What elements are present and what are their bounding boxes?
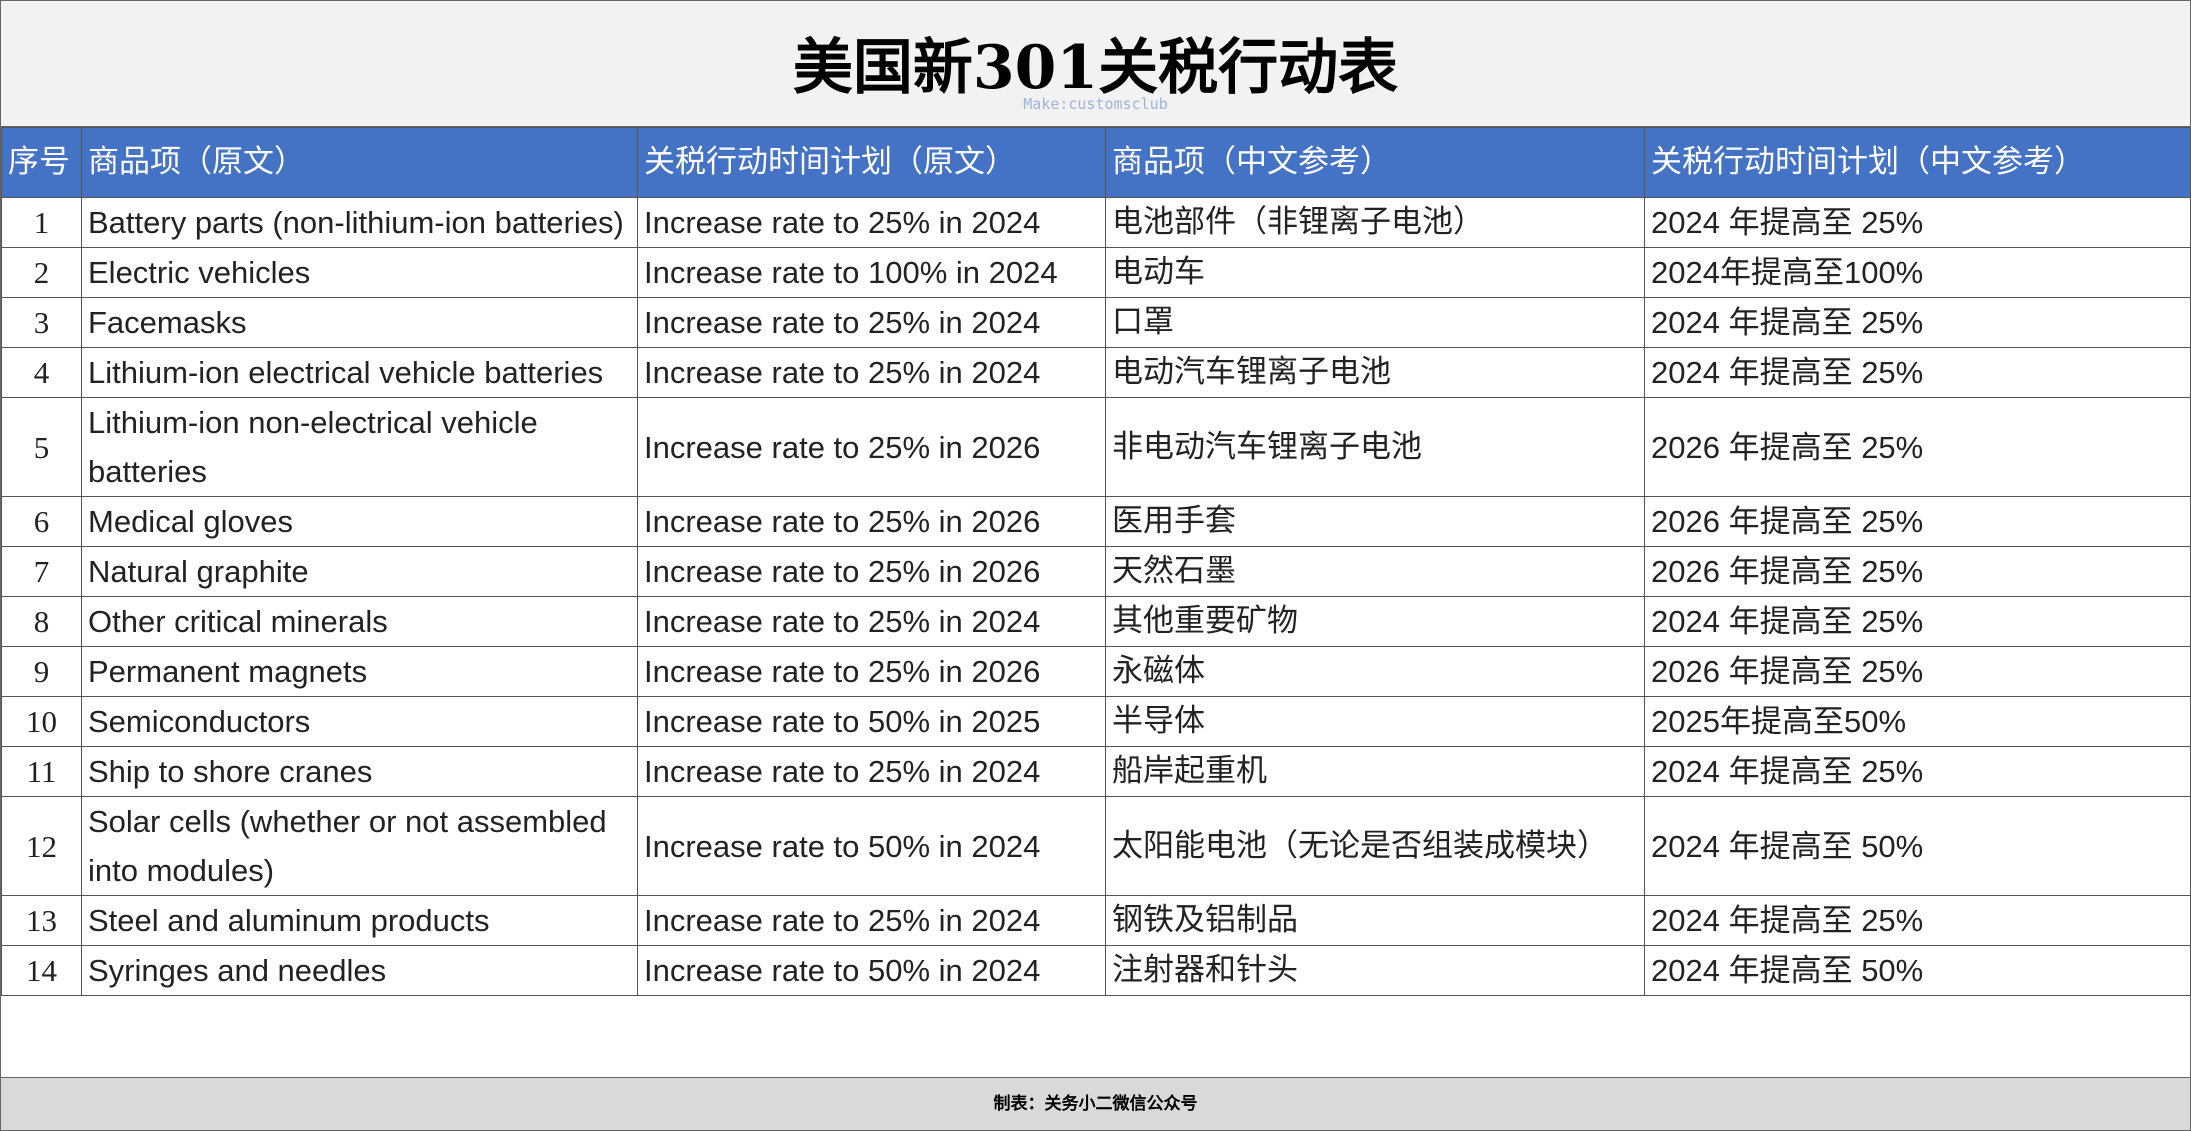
tariff-table: 序号 商品项（原文） 关税行动时间计划（原文） 商品项（中文参考） 关税行动时间计划（中… bbox=[1, 127, 2191, 996]
table-cell: 11 bbox=[1, 746, 82, 797]
table-cell: Natural graphite bbox=[81, 546, 638, 597]
table-cell: 口罩 bbox=[1105, 297, 1645, 348]
table-cell: 医用手套 bbox=[1105, 496, 1645, 547]
table-row: 5 Lithium-ion non-electrical vehicle batt… bbox=[1, 397, 2191, 497]
table-body: 1 Battery parts (non-lithium-ion batterie… bbox=[1, 197, 2191, 996]
table-cell: 电池部件（非锂离子电池） bbox=[1105, 197, 1645, 248]
table-row: 8 Other critical minerals Increase rate to… bbox=[1, 596, 2191, 647]
table-cell: Increase rate to 25% in 2024 bbox=[637, 895, 1106, 946]
table-cell: 2024 年提高至 25% bbox=[1644, 197, 2191, 248]
table-cell: Semiconductors bbox=[81, 696, 638, 747]
table-cell: Medical gloves bbox=[81, 496, 638, 547]
table-row: 1 Battery parts (non-lithium-ion batterie… bbox=[1, 197, 2191, 248]
table-cell: Increase rate to 25% in 2024 bbox=[637, 197, 1106, 248]
table-cell: Facemasks bbox=[81, 297, 638, 348]
table-cell: Increase rate to 50% in 2024 bbox=[637, 796, 1106, 896]
column-header: 商品项（原文） bbox=[81, 127, 638, 198]
table-cell: 12 bbox=[1, 796, 82, 896]
table-row: 12 Solar cells (whether or not assembled … bbox=[1, 796, 2191, 896]
table-row: 2 Electric vehicles Increase rate to 100% … bbox=[1, 247, 2191, 298]
table-row: 11 Ship to shore cranes Increase rate to 2… bbox=[1, 746, 2191, 797]
table-cell: Increase rate to 25% in 2024 bbox=[637, 347, 1106, 398]
column-header: 序号 bbox=[1, 127, 82, 198]
table-cell: Syringes and needles bbox=[81, 945, 638, 996]
table-cell: 8 bbox=[1, 596, 82, 647]
table-cell: 2026 年提高至 25% bbox=[1644, 397, 2191, 497]
table-cell: Electric vehicles bbox=[81, 247, 638, 298]
table-cell: 太阳能电池（无论是否组装成模块） bbox=[1105, 796, 1645, 896]
subtitle: Make:customsclub bbox=[1023, 95, 1168, 113]
table-cell: 2026 年提高至 25% bbox=[1644, 646, 2191, 697]
table-cell: 2025年提高至50% bbox=[1644, 696, 2191, 747]
table-cell: 非电动汽车锂离子电池 bbox=[1105, 397, 1645, 497]
table-cell: 10 bbox=[1, 696, 82, 747]
table-cell: Increase rate to 25% in 2026 bbox=[637, 546, 1106, 597]
table-cell: 其他重要矿物 bbox=[1105, 596, 1645, 647]
table-row: 10 Semiconductors Increase rate to 50% in … bbox=[1, 696, 2191, 747]
table-cell: 钢铁及铝制品 bbox=[1105, 895, 1645, 946]
column-header: 关税行动时间计划（原文） bbox=[637, 127, 1106, 198]
table-cell: 2024 年提高至 50% bbox=[1644, 945, 2191, 996]
title-area: 美国新301关税行动表 Make:customsclub bbox=[1, 1, 2190, 127]
table-cell: 永磁体 bbox=[1105, 646, 1645, 697]
table-cell: 半导体 bbox=[1105, 696, 1645, 747]
table-cell: 1 bbox=[1, 197, 82, 248]
table-row: 6 Medical gloves Increase rate to 25% in 2… bbox=[1, 496, 2191, 547]
table-cell: 电动汽车锂离子电池 bbox=[1105, 347, 1645, 398]
table-cell: 3 bbox=[1, 297, 82, 348]
table-cell: 2024 年提高至 25% bbox=[1644, 746, 2191, 797]
table-cell: Increase rate to 25% in 2024 bbox=[637, 297, 1106, 348]
header-row: 序号 商品项（原文） 关税行动时间计划（原文） 商品项（中文参考） 关税行动时间计划（中… bbox=[1, 127, 2191, 198]
table-row: 3 Facemasks Increase rate to 25% in 2024 口罩… bbox=[1, 297, 2191, 348]
title: 美国新301关税行动表 bbox=[792, 33, 1399, 103]
table-row: 13 Steel and aluminum products Increase ra… bbox=[1, 895, 2191, 946]
table-cell: 2 bbox=[1, 247, 82, 298]
table-cell: 2024 年提高至 25% bbox=[1644, 895, 2191, 946]
table-cell: Increase rate to 25% in 2026 bbox=[637, 397, 1106, 497]
table-cell: Permanent magnets bbox=[81, 646, 638, 697]
table-cell: 2024 年提高至 25% bbox=[1644, 347, 2191, 398]
table-cell: 5 bbox=[1, 397, 82, 497]
table-cell: Ship to shore cranes bbox=[81, 746, 638, 797]
table-cell: 9 bbox=[1, 646, 82, 697]
table-cell: 天然石墨 bbox=[1105, 546, 1645, 597]
table-row: 9 Permanent magnets Increase rate to 25% i… bbox=[1, 646, 2191, 697]
table-cell: 4 bbox=[1, 347, 82, 398]
table-cell: Lithium-ion non-electrical vehicle batte… bbox=[81, 397, 638, 497]
column-header: 关税行动时间计划（中文参考） bbox=[1644, 127, 2191, 198]
table-cell: Increase rate to 50% in 2024 bbox=[637, 945, 1106, 996]
table-cell: 船岸起重机 bbox=[1105, 746, 1645, 797]
column-header: 商品项（中文参考） bbox=[1105, 127, 1645, 198]
table-cell: 2024 年提高至 50% bbox=[1644, 796, 2191, 896]
table-cell: Solar cells (whether or not assembled in… bbox=[81, 796, 638, 896]
table-cell: 电动车 bbox=[1105, 247, 1645, 298]
table-cell: Increase rate to 25% in 2026 bbox=[637, 646, 1106, 697]
table-cell: 2024 年提高至 25% bbox=[1644, 297, 2191, 348]
table-cell: Steel and aluminum products bbox=[81, 895, 638, 946]
table-row: 14 Syringes and needles Increase rate to 5… bbox=[1, 945, 2191, 996]
table-cell: Other critical minerals bbox=[81, 596, 638, 647]
table-cell: 2024 年提高至 25% bbox=[1644, 596, 2191, 647]
table-row: 4 Lithium-ion electrical vehicle batterie… bbox=[1, 347, 2191, 398]
table-row: 7 Natural graphite Increase rate to 25% in… bbox=[1, 546, 2191, 597]
footer: 制表：关务小二微信公众号 bbox=[1, 1077, 2190, 1130]
table-cell: 2026 年提高至 25% bbox=[1644, 546, 2191, 597]
table-cell: Increase rate to 50% in 2025 bbox=[637, 696, 1106, 747]
table-cell: 7 bbox=[1, 546, 82, 597]
table-cell: Increase rate to 25% in 2026 bbox=[637, 496, 1106, 547]
table-cell: 2024年提高至100% bbox=[1644, 247, 2191, 298]
table-cell: 2026 年提高至 25% bbox=[1644, 496, 2191, 547]
table-cell: Increase rate to 100% in 2024 bbox=[637, 247, 1106, 298]
table-cell: Increase rate to 25% in 2024 bbox=[637, 596, 1106, 647]
table-cell: Increase rate to 25% in 2024 bbox=[637, 746, 1106, 797]
table-cell: Battery parts (non-lithium-ion batteries… bbox=[81, 197, 638, 248]
table-cell: 6 bbox=[1, 496, 82, 547]
table-cell: 注射器和针头 bbox=[1105, 945, 1645, 996]
table-cell: 13 bbox=[1, 895, 82, 946]
table-cell: 14 bbox=[1, 945, 82, 996]
table-cell: Lithium-ion electrical vehicle batteries bbox=[81, 347, 638, 398]
